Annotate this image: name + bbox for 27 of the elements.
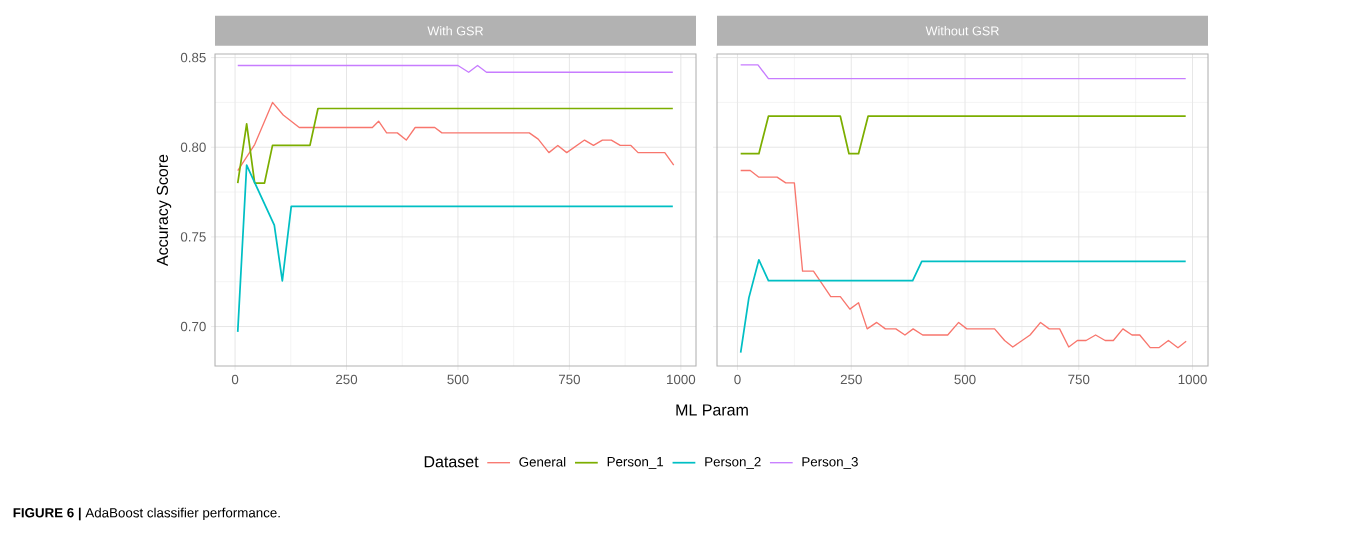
x-tick-label: 500: [954, 374, 976, 385]
legend-label: Person_3: [802, 457, 858, 470]
line-series: [236, 164, 674, 333]
x-tick-label: 1000: [1178, 374, 1207, 385]
legend-label: Person_2: [705, 457, 761, 470]
legend-label: Person_1: [607, 457, 664, 469]
y-tick-label: 0.80: [180, 142, 206, 152]
legend-title: Dataset: [424, 456, 479, 468]
legend-label: General: [519, 456, 566, 467]
x-tick-label: 250: [336, 374, 358, 385]
text: FIGURE 6 | AdaBoost classifier performance.: [13, 507, 280, 521]
line-series: [236, 107, 674, 184]
x-tick-label: 0: [231, 374, 239, 385]
y-axis-title: Accuracy Score: [156, 154, 172, 266]
x-tick-label: 500: [447, 374, 469, 385]
line-series: [237, 101, 675, 172]
x-axis-title: ML Param: [676, 404, 748, 416]
x-tick-label: 750: [1068, 374, 1090, 385]
x-tick-label: 1000: [667, 374, 696, 385]
x-tick-label: 250: [840, 374, 862, 385]
x-tick-label: 750: [558, 374, 581, 385]
y-tick-label: 0.75: [180, 232, 206, 242]
y-tick-label: 0.70: [180, 321, 206, 332]
chart-title: With GSR: [427, 26, 484, 36]
x-tick-label: 0: [734, 374, 741, 385]
chart-title: Without GSR: [925, 26, 999, 36]
y-tick-label: 0.85: [180, 52, 206, 63]
